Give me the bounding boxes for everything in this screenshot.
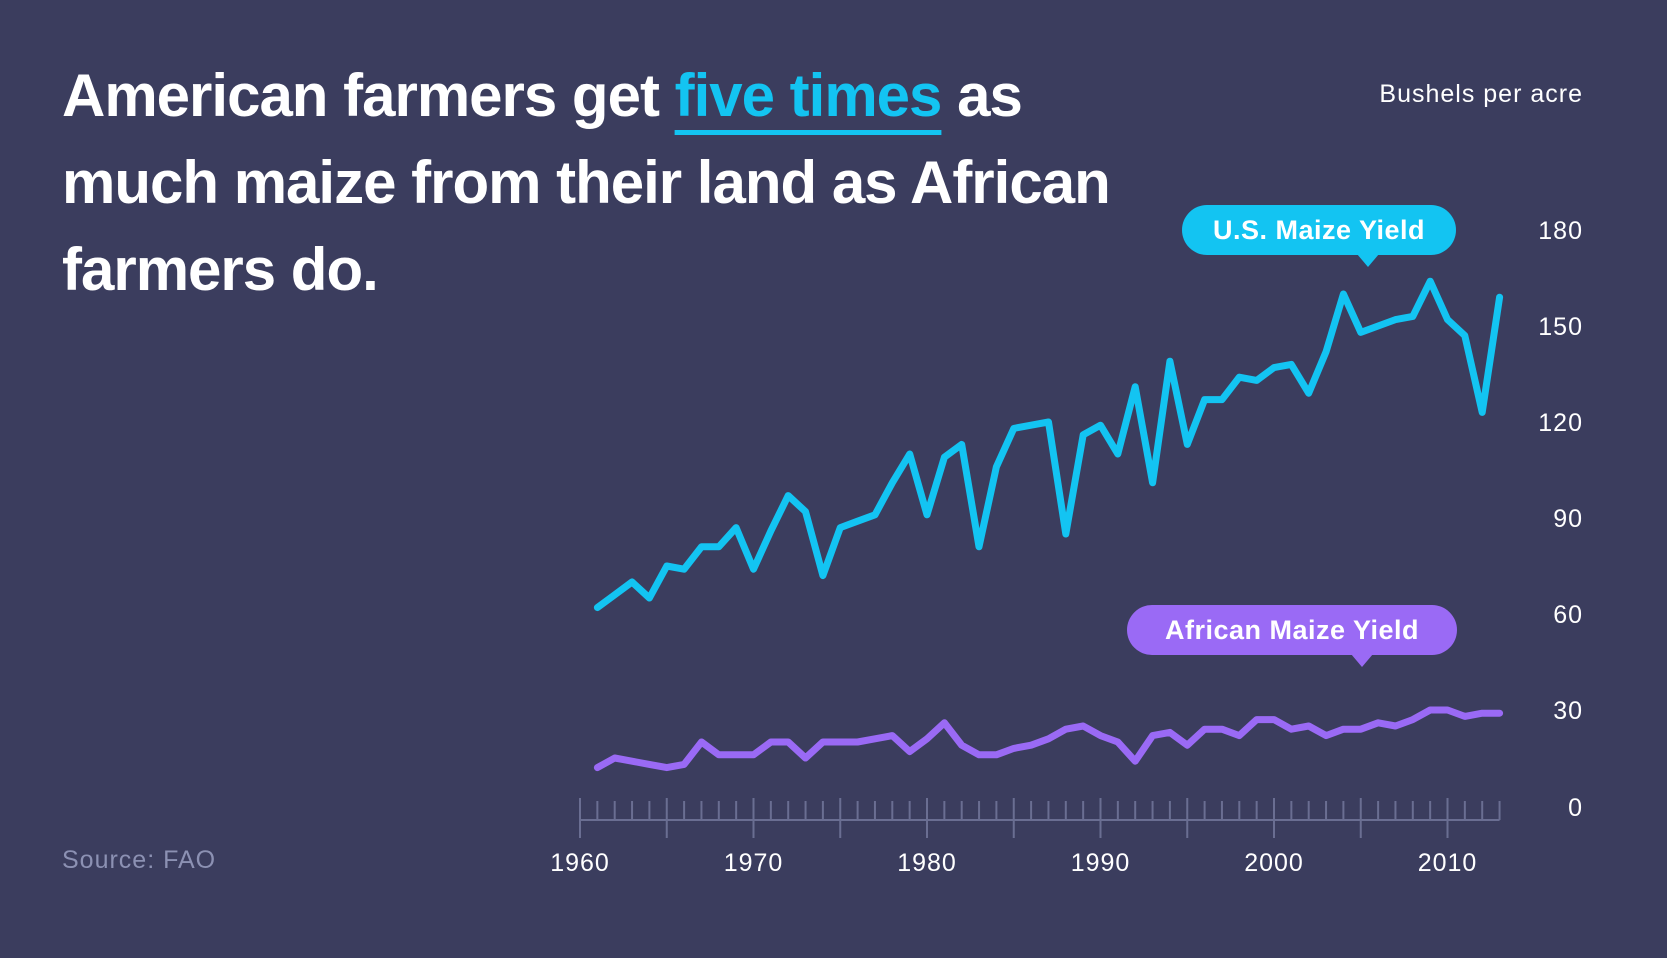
headline-before: American farmers get (62, 62, 675, 129)
y-tick-label: 30 (1553, 697, 1583, 725)
y-tick-label: 150 (1538, 313, 1583, 341)
x-axis: 1960 1970 1980 1990 2000 2010 (550, 798, 1501, 877)
source-note: Source: FAO (62, 846, 217, 874)
y-tick-label: 90 (1553, 505, 1583, 533)
y-tick-label: 60 (1553, 601, 1583, 629)
y-tick-label: 180 (1538, 217, 1583, 245)
x-tick-label: 2010 (1418, 849, 1478, 877)
headline-after: as much maize from their land as African… (62, 62, 1111, 303)
headline: American farmers get five times as much … (62, 52, 1142, 313)
x-tick-label: 1960 (550, 849, 610, 877)
african-maize-yield-callout: African Maize Yield (1127, 605, 1457, 667)
x-tick-label: 2000 (1244, 849, 1304, 877)
series-lines (593, 277, 1504, 772)
y-tick-label: 0 (1568, 794, 1583, 822)
us-maize-yield-callout: U.S. Maize Yield (1182, 205, 1456, 267)
y-axis-units-label: Bushels per acre (1379, 80, 1583, 108)
x-tick-label: 1980 (897, 849, 957, 877)
us-maize-yield-callout-label: U.S. Maize Yield (1213, 215, 1425, 245)
x-tick-label: 1970 (724, 849, 784, 877)
y-tick-label: 120 (1538, 409, 1583, 437)
x-tick-label: 1990 (1071, 849, 1131, 877)
y-axis: 0 30 60 90 120 150 180 (1538, 217, 1583, 822)
us-maize-yield-line (593, 277, 1504, 612)
headline-highlight: five times (674, 62, 943, 129)
series-callouts: U.S. Maize Yield African Maize Yield (1127, 205, 1457, 667)
african-maize-yield-line (593, 706, 1504, 772)
african-maize-yield-callout-label: African Maize Yield (1165, 615, 1419, 645)
